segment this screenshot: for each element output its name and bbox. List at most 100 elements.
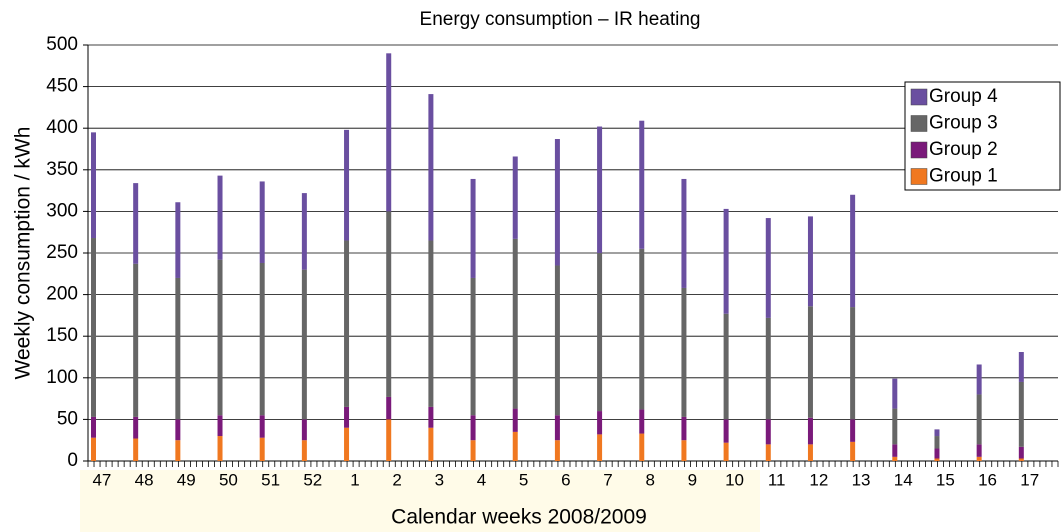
bar-segment [386, 211, 392, 397]
x-tick-label: 4 [477, 470, 486, 489]
bar-segment [597, 434, 603, 461]
bar-segment [512, 156, 518, 239]
x-tick-label: 13 [852, 470, 871, 489]
bar-segment [386, 53, 392, 212]
bar-segment [934, 458, 940, 461]
bar-segment [765, 444, 771, 461]
x-tick-label: 17 [1020, 470, 1039, 489]
bar-segment [807, 306, 813, 418]
bar-segment [301, 269, 307, 420]
bar-segment [892, 456, 898, 461]
bar-segment [850, 307, 856, 420]
x-tick-label: 49 [177, 470, 196, 489]
bar-segment [723, 442, 729, 461]
bar-segment [597, 126, 603, 253]
bar-segment [133, 438, 139, 461]
x-tick-label: 15 [936, 470, 955, 489]
legend-swatch [910, 168, 928, 185]
bar-segment [217, 415, 223, 437]
bar-segment [976, 394, 982, 445]
bar-segment [554, 265, 560, 416]
bar-segment [428, 94, 434, 241]
bar-segment [554, 415, 560, 441]
bar-segment [850, 419, 856, 442]
bar-segment [1018, 352, 1024, 382]
bar-segment [217, 175, 223, 260]
bar-segment [91, 416, 96, 438]
bar-segment [850, 194, 856, 308]
y-tick-label: 300 [46, 200, 78, 221]
bar-segment [91, 132, 96, 239]
bar-segment [344, 406, 350, 428]
bar-segment [217, 259, 223, 416]
bar-segment [1018, 458, 1024, 461]
bar-segment [639, 409, 645, 434]
bar-segment [681, 416, 687, 441]
chart-title: Energy consumption – IR heating [420, 9, 701, 30]
bar-segment [428, 240, 434, 407]
bar-segment [850, 441, 856, 461]
y-tick-label: 0 [67, 450, 78, 471]
bar-segment [512, 238, 518, 409]
x-axis-title: Calendar weeks 2008/2009 [391, 506, 647, 529]
bar-segment [470, 178, 476, 278]
y-tick-label: 250 [46, 242, 78, 263]
bar-segment [681, 287, 687, 417]
bar-segment [554, 139, 560, 266]
legend-label: Group 2 [929, 139, 998, 160]
bar-segment [892, 444, 898, 457]
bar-segment [301, 193, 307, 270]
legend-swatch [910, 141, 928, 159]
y-tick-label: 500 [46, 34, 78, 55]
x-tick-label: 2 [392, 470, 401, 489]
x-tick-label: 16 [978, 470, 997, 489]
bar-segment [512, 431, 518, 461]
bar-segment [175, 440, 181, 461]
x-tick-label: 11 [768, 470, 786, 489]
x-tick-label: 3 [435, 470, 444, 489]
bar-segment [470, 440, 476, 461]
bar-segment [470, 277, 476, 416]
y-tick-label: 200 [46, 284, 78, 305]
bar-segment [344, 427, 350, 461]
legend-label: Group 3 [929, 113, 998, 134]
bar-segment [639, 433, 645, 461]
bar-segment [976, 456, 982, 461]
bar-segment [892, 378, 898, 409]
bar-segment [259, 437, 265, 461]
y-axis-title: Weekly consumption / kWh [12, 127, 35, 380]
x-tick-label: 48 [135, 470, 154, 489]
bar-segment [301, 419, 307, 441]
bar-segment [723, 313, 729, 420]
x-label-background [80, 470, 760, 532]
x-tick-label: 14 [894, 470, 913, 489]
bar-segment [892, 408, 898, 445]
bar-segment [723, 419, 729, 443]
bar-segment [133, 416, 139, 439]
bar-segment [301, 440, 307, 461]
bar-segment [428, 406, 434, 428]
bar-segment [386, 396, 392, 420]
bar-segment [217, 436, 223, 461]
x-tick-label: 6 [561, 470, 570, 489]
bar-segment [554, 440, 560, 461]
bar-segment [344, 240, 350, 407]
y-tick-label: 450 [46, 76, 78, 97]
bar-segment [512, 408, 518, 432]
bar-segment [91, 437, 96, 461]
bar-segment [259, 181, 265, 263]
bar-segment [259, 262, 265, 416]
x-tick-label: 10 [725, 470, 744, 489]
bar-segment [976, 364, 982, 395]
bar-segment [175, 202, 181, 278]
bar-segment [1018, 381, 1024, 447]
bar-segment [807, 444, 813, 461]
y-tick-label: 400 [46, 117, 78, 138]
bar-segment [91, 238, 96, 417]
bar-segment [807, 417, 813, 445]
legend-box [904, 81, 1061, 191]
legend-label: Group 4 [929, 86, 998, 107]
bar-segment [681, 440, 687, 461]
x-tick-label: 47 [92, 470, 111, 489]
bar-segment [597, 411, 603, 435]
